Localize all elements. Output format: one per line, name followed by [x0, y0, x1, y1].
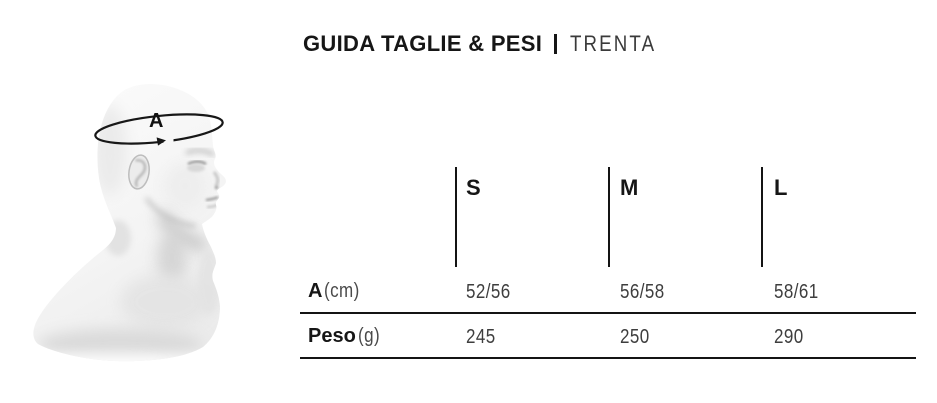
mannequin-figure: A — [33, 84, 226, 362]
column-divider-m — [608, 167, 610, 267]
column-header-s: S — [466, 175, 481, 200]
row-unit-cm: (cm) — [324, 280, 361, 302]
column-divider-s — [455, 167, 457, 267]
row-label-weight: Peso (g) — [308, 326, 384, 346]
row-label-weight-word: Peso — [308, 325, 356, 347]
measure-a-label: A — [149, 110, 163, 132]
cell-weight-s: 245 — [466, 326, 496, 348]
cell-weight-m: 250 — [620, 326, 650, 348]
ear — [128, 154, 150, 190]
cell-circumference-m: 56/58 — [620, 281, 665, 303]
row-label-circumference-letter: A — [308, 280, 323, 302]
cell-weight-l: 290 — [774, 326, 804, 348]
measure-arrow-icon — [156, 137, 166, 146]
title-separator — [554, 34, 558, 54]
column-header-l: L — [774, 175, 788, 200]
column-divider-l — [761, 167, 763, 267]
row-label-circumference: A (cm) — [308, 281, 366, 301]
cell-circumference-l: 58/61 — [774, 281, 819, 303]
brand-name: TRENTA — [570, 31, 657, 56]
title-text: GUIDA TAGLIE & PESI — [303, 31, 543, 56]
column-header-m: M — [620, 175, 639, 200]
row-unit-g: (g) — [357, 325, 380, 347]
head-circumference-band — [94, 113, 224, 146]
mannequin-shading — [33, 105, 226, 362]
table-divider-2 — [300, 357, 916, 359]
table-divider-1 — [300, 312, 916, 314]
cell-circumference-s: 52/56 — [466, 281, 511, 303]
page-title: GUIDA TAGLIE & PESI TRENTA — [303, 31, 672, 56]
